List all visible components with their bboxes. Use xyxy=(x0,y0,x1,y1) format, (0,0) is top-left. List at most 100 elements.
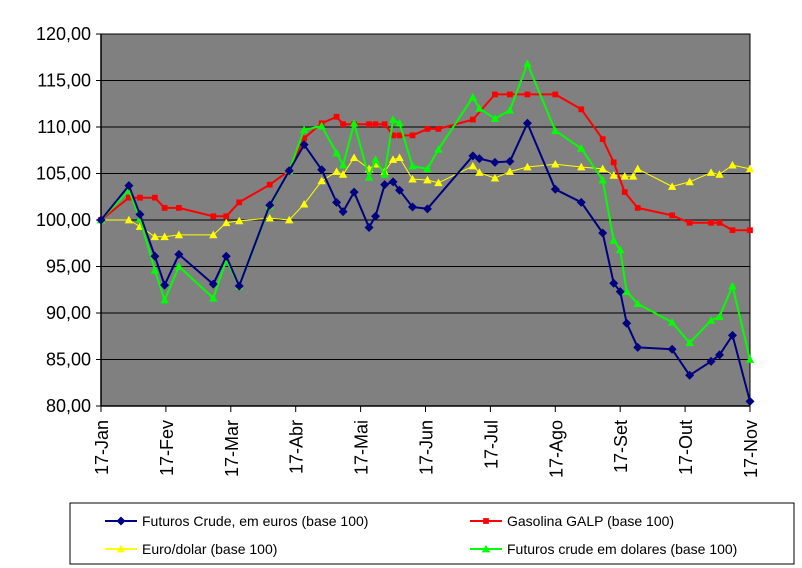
data-point xyxy=(209,230,218,239)
data-point xyxy=(150,266,160,274)
data-point xyxy=(380,170,389,178)
data-point xyxy=(364,222,374,232)
legend-item: Gasolina GALP (base 100) xyxy=(470,513,674,529)
data-point xyxy=(396,132,403,139)
data-point xyxy=(222,218,231,227)
data-point xyxy=(747,227,753,234)
data-point xyxy=(338,207,348,217)
data-point xyxy=(388,177,398,187)
data-point xyxy=(633,342,643,352)
data-point xyxy=(609,171,618,179)
data-point xyxy=(332,197,342,207)
data-point xyxy=(622,318,632,328)
data-point xyxy=(706,356,716,366)
data-point xyxy=(522,118,532,128)
data-point xyxy=(667,318,677,326)
data-point xyxy=(615,287,625,297)
data-point xyxy=(620,172,629,180)
y-tick-label: 105,00 xyxy=(36,164,91,184)
data-point xyxy=(317,121,326,130)
data-point xyxy=(492,91,498,98)
data-point xyxy=(285,215,294,224)
data-point xyxy=(317,176,326,185)
x-tick-label: 17-Jan xyxy=(92,420,112,475)
data-point xyxy=(468,151,478,161)
data-point xyxy=(475,104,484,112)
data-point xyxy=(598,228,608,238)
series-1 xyxy=(96,118,755,406)
data-point xyxy=(610,159,617,166)
data-point xyxy=(395,185,405,195)
data-point xyxy=(621,189,628,195)
data-point xyxy=(317,165,327,175)
data-point xyxy=(126,194,132,201)
data-point xyxy=(235,216,244,225)
data-point xyxy=(728,160,737,169)
data-point xyxy=(174,262,184,270)
data-point xyxy=(578,106,585,113)
data-point xyxy=(409,132,416,139)
data-point xyxy=(424,125,431,132)
data-point xyxy=(372,121,379,128)
data-point xyxy=(221,251,231,261)
data-point xyxy=(667,344,677,354)
data-point xyxy=(490,157,500,167)
data-point xyxy=(371,211,381,221)
y-tick-label: 85,00 xyxy=(46,350,91,370)
y-tick-label: 120,00 xyxy=(36,24,91,44)
x-tick-label: 17-Jul xyxy=(481,420,501,469)
data-point xyxy=(236,199,243,206)
data-point xyxy=(685,338,694,347)
x-tick-label: 17-Ago xyxy=(546,420,566,478)
data-point xyxy=(598,164,607,173)
data-point xyxy=(714,350,724,360)
data-point xyxy=(349,187,359,197)
data-point xyxy=(708,219,714,226)
legend-label: Futuros Crude, em euros (base 100) xyxy=(142,513,368,529)
data-point xyxy=(349,153,359,162)
legend-item: Futuros Crude, em euros (base 100) xyxy=(105,513,368,529)
data-point xyxy=(160,232,169,241)
data-point xyxy=(685,370,695,380)
data-point xyxy=(135,209,145,219)
x-tick-label: 17-Mar xyxy=(222,420,242,477)
data-point xyxy=(124,181,134,191)
data-point xyxy=(209,293,218,302)
data-point xyxy=(284,166,294,176)
data-point xyxy=(576,197,586,207)
data-point xyxy=(301,135,308,142)
legend: Futuros Crude, em euros (base 100) Gasoli… xyxy=(69,502,795,565)
legend-item: Euro/dolar (base 100) xyxy=(105,541,277,557)
legend-label: Gasolina GALP (base 100) xyxy=(507,513,674,529)
data-point xyxy=(506,91,513,98)
data-point xyxy=(161,205,168,211)
data-point xyxy=(408,161,417,170)
data-point xyxy=(299,125,309,134)
data-point xyxy=(210,213,217,220)
data-point xyxy=(745,164,755,173)
data-point xyxy=(388,115,398,123)
legend-item: Futuros crude em dolares (base 100) xyxy=(470,541,737,557)
data-point xyxy=(745,355,755,363)
data-point xyxy=(208,279,218,289)
data-point xyxy=(729,227,736,234)
data-point xyxy=(435,125,442,132)
data-point xyxy=(550,184,560,194)
x-tick-label: 17-Abr xyxy=(287,420,307,474)
data-point xyxy=(505,167,515,175)
data-point xyxy=(366,121,372,128)
data-point xyxy=(234,281,244,291)
data-point xyxy=(552,91,559,98)
data-point xyxy=(598,175,607,184)
data-point xyxy=(434,145,443,153)
data-point xyxy=(634,205,641,211)
x-tick-label: 17-Fev xyxy=(157,420,177,476)
data-point xyxy=(609,236,618,244)
data-point xyxy=(483,518,489,524)
legend-box xyxy=(69,502,795,565)
series-2 xyxy=(98,91,753,234)
axes: 80,00 85,00 90,00 95,00 100,00 105,00 110,00 11… xyxy=(36,24,761,478)
data-point xyxy=(150,251,160,261)
